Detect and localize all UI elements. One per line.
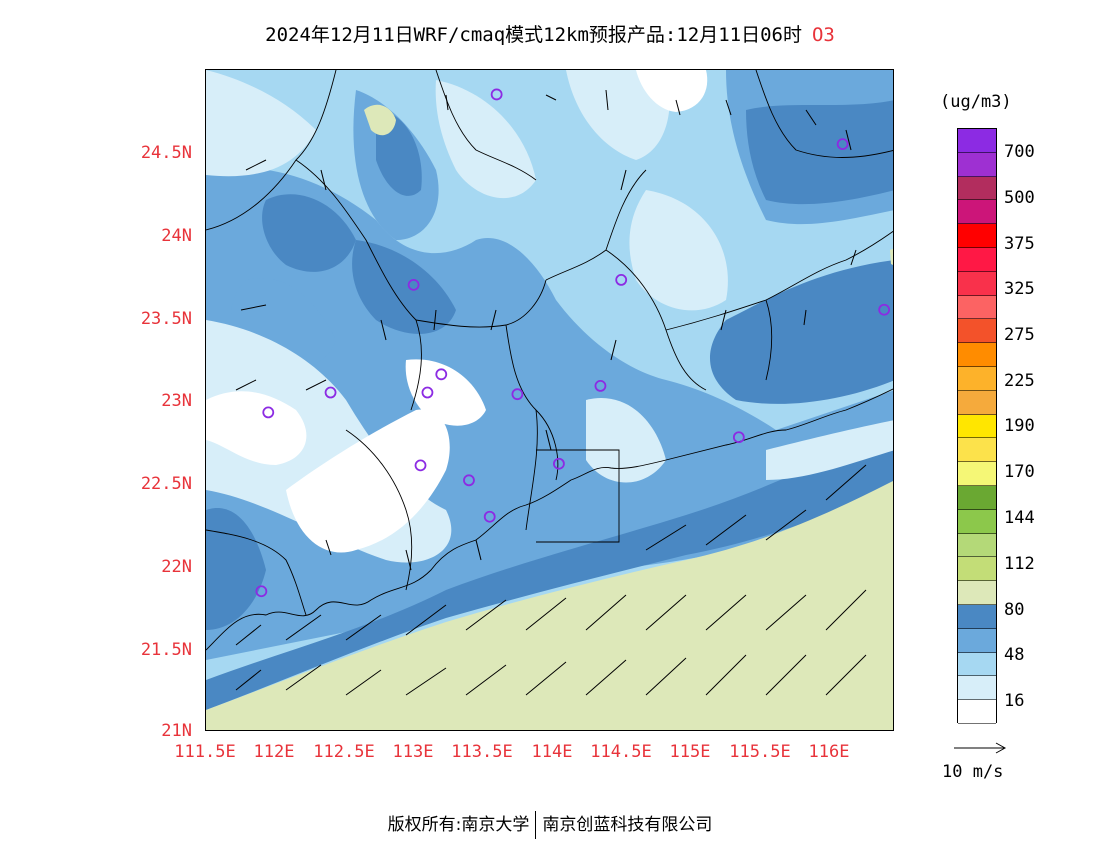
reference-vector-icon <box>954 742 1007 754</box>
station-marker <box>878 303 891 316</box>
colorbar-label: 375 <box>1004 234 1035 254</box>
unit-label: (ug/m3) <box>940 92 1012 112</box>
colorbar-label: 144 <box>1004 508 1035 528</box>
map-canvas <box>206 70 893 730</box>
colorbar-segment <box>958 581 996 605</box>
station-marker <box>407 278 420 291</box>
colorbar-segment <box>958 319 996 344</box>
y-tick-label: 23N <box>161 391 192 411</box>
station-marker <box>483 510 496 523</box>
map-panel <box>205 69 894 731</box>
colorbar-label: 170 <box>1004 462 1035 482</box>
station-marker <box>836 138 849 151</box>
colorbar-segment <box>958 390 996 415</box>
station-marker <box>421 386 434 399</box>
y-tick-label: 21.5N <box>140 640 192 660</box>
colorbar-segment <box>958 676 996 701</box>
colorbar-segment <box>958 557 996 582</box>
wind-vectors <box>235 89 867 696</box>
colorbar-label: 16 <box>1004 691 1025 711</box>
colorbar-label: 500 <box>1004 188 1035 208</box>
colorbar-segment <box>958 462 996 486</box>
y-tick-label: 24N <box>161 226 192 246</box>
colorbar-label: 225 <box>1004 371 1035 391</box>
x-tick-label: 114E <box>531 742 573 762</box>
colorbar-label: 325 <box>1004 279 1035 299</box>
colorbar-segment <box>958 414 996 439</box>
colorbar-label: 275 <box>1004 325 1035 345</box>
x-tick-label: 115.5E <box>729 742 791 762</box>
colorbar-segment <box>958 485 996 510</box>
station-marker <box>732 431 745 444</box>
footer-divider <box>535 811 537 839</box>
colorbar-segment <box>958 176 996 201</box>
x-tick-label: 113E <box>392 742 434 762</box>
colorbar-label: 190 <box>1004 416 1035 436</box>
station-marker <box>463 474 475 487</box>
colorbar-segment <box>958 700 996 724</box>
station-marker <box>435 368 448 381</box>
colorbar-segment <box>958 200 996 225</box>
colorbar-segment <box>958 509 996 534</box>
colorbar-segment <box>958 366 996 391</box>
station-marker <box>594 379 607 392</box>
colorbar-segment <box>958 652 996 677</box>
colorbar-label: 48 <box>1004 645 1025 665</box>
colorbar-label: 80 <box>1004 600 1025 620</box>
station-marker <box>615 274 628 286</box>
colorbar-segment <box>958 224 996 248</box>
colorbar-label: 112 <box>1004 554 1035 574</box>
x-tick-label: 113.5E <box>451 742 513 762</box>
y-tick-label: 24.5N <box>140 143 192 163</box>
station-marker <box>511 388 524 401</box>
colorbar-segment <box>958 271 996 296</box>
colorbar-segment <box>958 129 996 153</box>
colorbar <box>957 128 997 724</box>
level-0-regions <box>206 70 708 553</box>
x-tick-label: 112.5E <box>313 742 375 762</box>
x-tick-label: 114.5E <box>590 742 652 762</box>
copyright-footer: 版权所有:南京大学 南京创蓝科技有限公司 <box>0 810 1100 839</box>
colorbar-segment <box>958 533 996 558</box>
station-marker <box>262 406 275 419</box>
x-tick-label: 115E <box>669 742 711 762</box>
colorbar-segment <box>958 438 996 463</box>
level-80-regions <box>206 100 893 710</box>
monitoring-stations <box>255 88 891 598</box>
colorbar-segment <box>958 343 996 367</box>
x-tick-label: 112E <box>253 742 295 762</box>
title-text: 2024年12月11日WRF/cmaq模式12km预报产品:12月11日06时 <box>265 24 802 46</box>
station-marker <box>324 386 337 399</box>
colorbar-label: 700 <box>1004 142 1035 162</box>
species-label: O3 <box>811 24 835 46</box>
colorbar-segment <box>958 152 996 177</box>
map-title: 2024年12月11日WRF/cmaq模式12km预报产品:12月11日06时 O… <box>0 20 1100 47</box>
colorbar-segment <box>958 295 996 320</box>
vector-scale-label: 10 m/s <box>942 762 1004 782</box>
footer-left: 版权所有:南京大学 <box>387 815 530 835</box>
level-112-region <box>206 481 893 730</box>
station-marker <box>553 457 565 470</box>
footer-right: 南京创蓝科技有限公司 <box>542 815 713 835</box>
x-tick-label: 111.5E <box>174 742 236 762</box>
station-marker <box>490 88 503 101</box>
y-tick-label: 22.5N <box>140 474 192 494</box>
x-tick-label: 116E <box>808 742 850 762</box>
colorbar-segment <box>958 604 996 629</box>
colorbar-segment <box>958 247 996 272</box>
y-tick-label: 22N <box>161 557 192 577</box>
colorbar-segment <box>958 628 996 653</box>
y-tick-label: 21N <box>161 721 192 741</box>
station-marker <box>414 459 427 472</box>
y-tick-label: 23.5N <box>140 309 192 329</box>
level-112-inland <box>364 104 396 136</box>
station-marker <box>255 585 268 598</box>
